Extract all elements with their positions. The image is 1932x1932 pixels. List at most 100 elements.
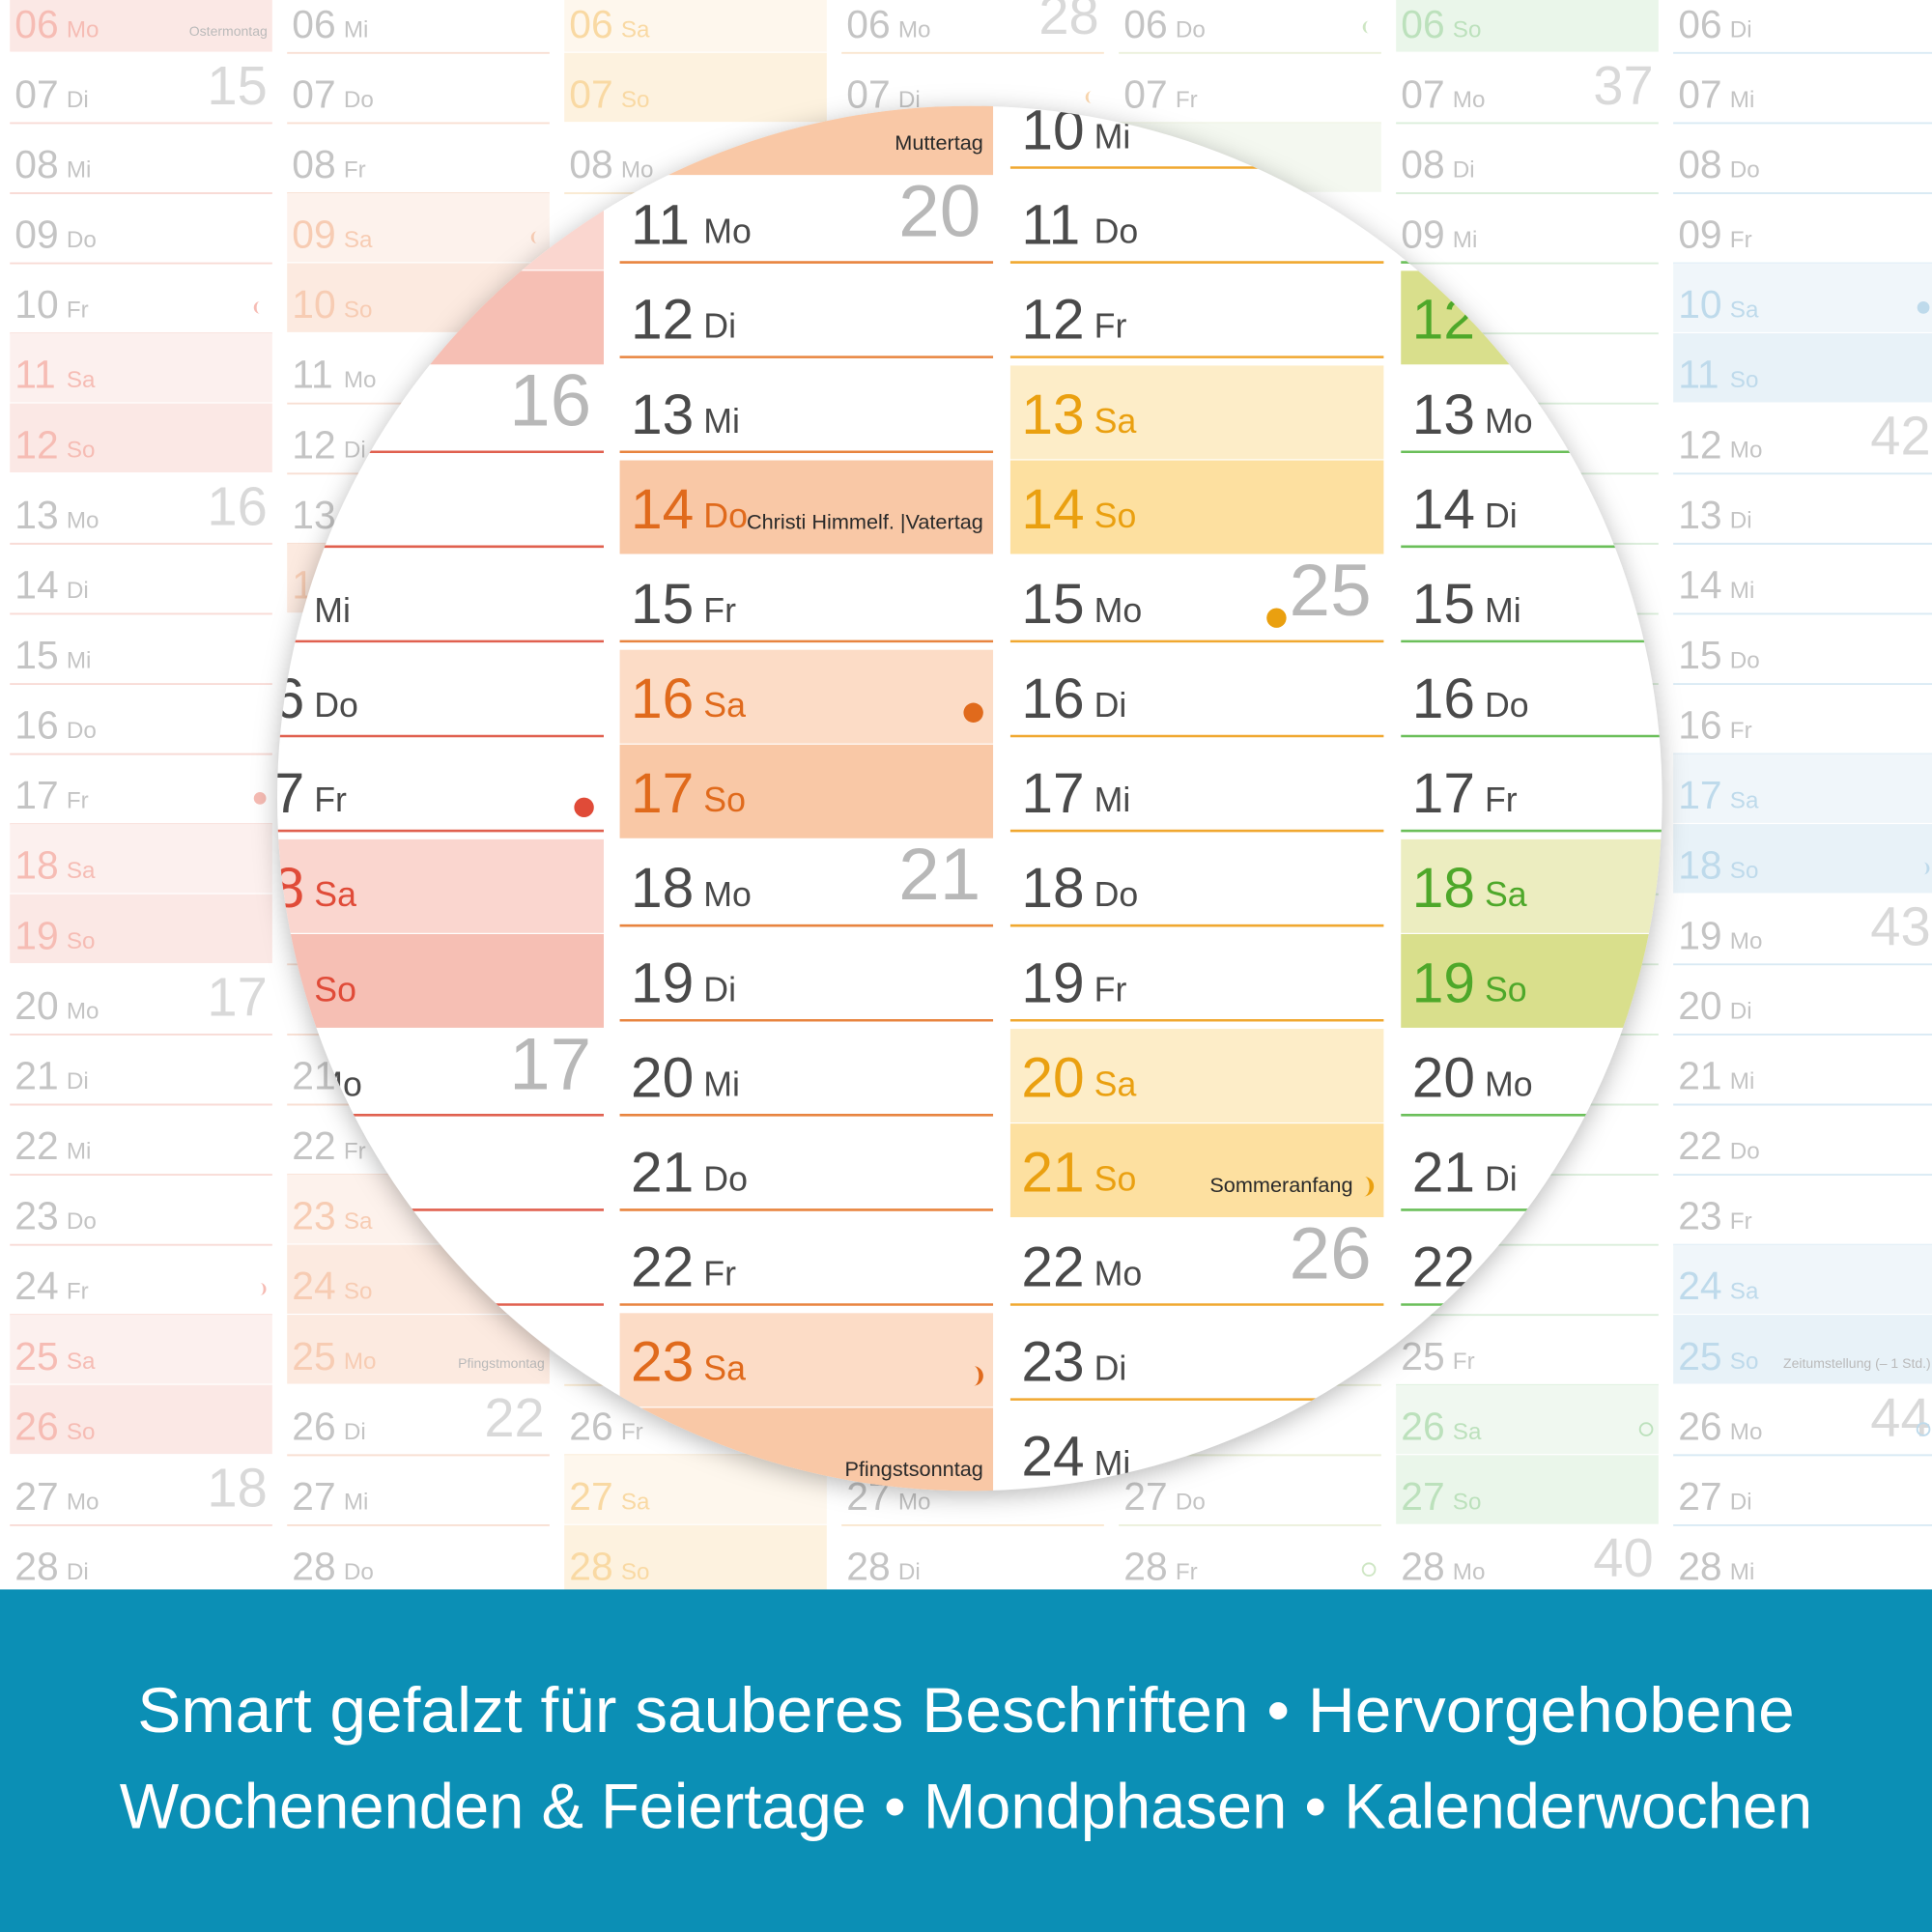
weekend-fill <box>10 0 272 52</box>
moon-phase <box>1361 1562 1377 1577</box>
holiday-note: Zeitumstellung (– 1 Std.) <box>1783 1355 1931 1371</box>
moon-phase <box>1362 20 1370 34</box>
holiday-note: Sommeranfang <box>1209 1173 1352 1197</box>
day-number: 12 <box>14 422 58 467</box>
day-number: 19 <box>631 952 694 1014</box>
weekday: Di <box>898 87 921 113</box>
weekday: Mo <box>67 998 99 1024</box>
weekday: Mo <box>1485 402 1533 440</box>
weekday: Di <box>1485 497 1518 535</box>
day-number: 06 <box>1401 2 1444 46</box>
weekday: Fr <box>67 298 89 324</box>
moon-phase <box>530 231 538 244</box>
day-number: 17 <box>1021 762 1084 825</box>
weekday: So <box>314 970 356 1009</box>
weekday: Sa <box>1730 1279 1759 1305</box>
day-number: 20 <box>1021 1046 1084 1109</box>
moon-phase <box>963 702 983 723</box>
day-number: 28 <box>569 1545 612 1589</box>
weekday: Do <box>703 497 748 535</box>
weekend-fill <box>1673 333 1932 403</box>
weekday: Mi <box>1094 781 1131 819</box>
weekend-fill <box>619 1313 994 1407</box>
weekday: Mo <box>67 16 99 43</box>
moon-phase <box>574 797 594 818</box>
day-number: 28 <box>1678 1545 1721 1589</box>
day-number: 07 <box>1123 71 1167 116</box>
weekday: Fr <box>1730 1208 1752 1235</box>
day-number: 08 <box>1401 142 1444 186</box>
weekday: So <box>1730 858 1759 884</box>
weekday: Mi <box>1453 227 1478 253</box>
weekday: So <box>1094 497 1137 535</box>
day-number: 16 <box>14 703 58 748</box>
week-number: 37 <box>1593 55 1653 116</box>
day-number: 14 <box>1678 562 1721 607</box>
weekend-fill <box>564 0 827 52</box>
weekday: Fr <box>1730 718 1752 744</box>
weekday: Di <box>703 970 736 1009</box>
weekday: Fr <box>1176 87 1198 113</box>
day-number: 23 <box>292 1194 335 1238</box>
weekday: Sa <box>314 875 356 914</box>
day-number: 15 <box>1412 573 1475 636</box>
weekday: Di <box>67 1068 89 1094</box>
weekday: Sa <box>67 858 96 884</box>
weekday: Do <box>1730 1139 1760 1165</box>
day-number: 26 <box>1678 1404 1721 1448</box>
moon-phase <box>1638 1422 1654 1436</box>
day-number: 09 <box>292 213 335 257</box>
weekend-fill <box>1401 933 1662 1028</box>
weekday: Di <box>67 87 89 113</box>
weekday: Do <box>1485 686 1529 724</box>
day-number: 13 <box>631 384 694 446</box>
day-number: 27 <box>1123 1474 1167 1519</box>
day-number: 22 <box>1412 1236 1475 1299</box>
weekend-fill <box>10 1384 272 1455</box>
weekday: Mo <box>898 16 931 43</box>
day-number: 27 <box>14 1474 58 1519</box>
weekday: So <box>67 1419 96 1445</box>
weekend-fill <box>10 333 272 403</box>
day-number: 19 <box>1021 952 1084 1014</box>
weekday: Mo <box>703 213 752 251</box>
weekend-fill <box>276 933 605 1028</box>
week-number: 16 <box>207 475 267 536</box>
weekday: Di <box>344 438 366 464</box>
weekend-fill <box>10 894 272 964</box>
day-number: 13 <box>1678 493 1721 537</box>
weekday: Sa <box>67 367 96 393</box>
moon-phase <box>1363 1176 1375 1197</box>
weekend-fill <box>10 824 272 894</box>
day-number: 21 <box>1021 1141 1084 1204</box>
day-number: 18 <box>631 857 694 920</box>
day-number: 08 <box>569 142 612 186</box>
day-number: 13 <box>292 493 335 537</box>
day-number: 08 <box>1678 142 1721 186</box>
weekend-fill <box>1009 1123 1384 1218</box>
week-number: 20 <box>898 171 980 253</box>
weekend-fill <box>564 1524 827 1595</box>
week-number: 28 <box>1038 0 1098 45</box>
weekday: Di <box>1094 686 1127 724</box>
day-number: 20 <box>631 1046 694 1109</box>
weekend-fill <box>1396 1455 1659 1524</box>
weekday: Mi <box>67 1139 92 1165</box>
day-number: 19 <box>14 913 58 957</box>
day-number: 06 <box>14 2 58 46</box>
week-number: 17 <box>509 1023 591 1105</box>
weekend-fill <box>1673 824 1932 894</box>
weekday: Do <box>67 1208 97 1235</box>
week-number: 25 <box>1290 550 1372 632</box>
day-number: 13 <box>14 493 58 537</box>
day-number: 14 <box>14 562 58 607</box>
day-number: 10 <box>292 282 335 327</box>
weekday: Sa <box>1453 1419 1482 1445</box>
day-number: 24 <box>1678 1264 1721 1308</box>
day-number: 13 <box>1412 384 1475 446</box>
banner-text: Smart gefalzt für sauberes Beschriften •… <box>137 1675 1795 1747</box>
weekday: Do <box>344 87 374 113</box>
weekday: Mi <box>703 402 740 440</box>
